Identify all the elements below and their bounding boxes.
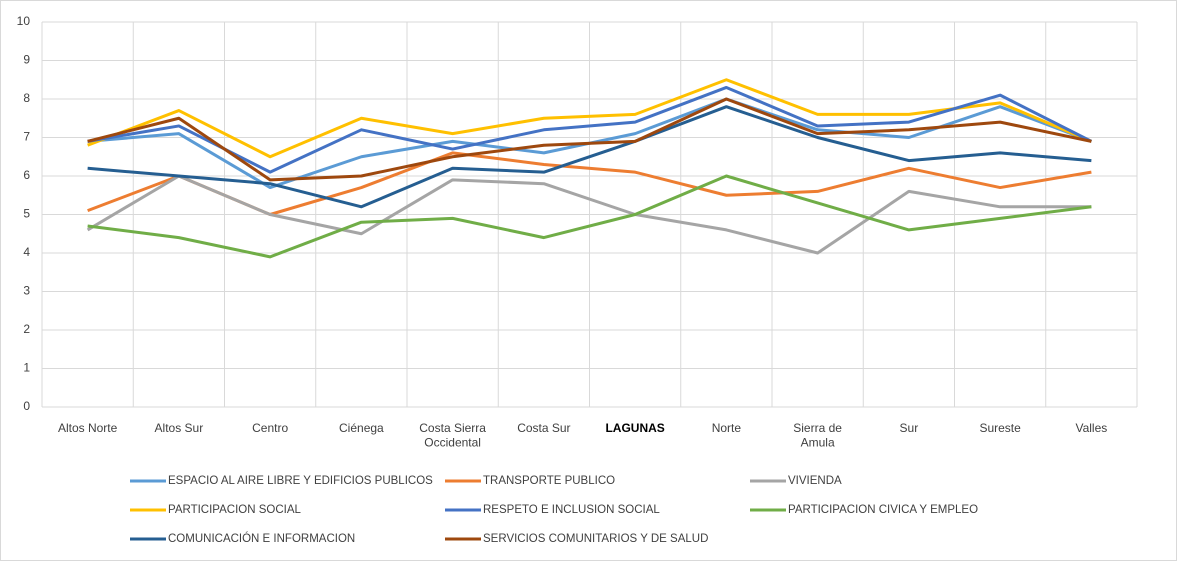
x-tick-label: Sierra de Amula (793, 421, 842, 449)
legend-label: COMUNICACIÓN E INFORMACION (168, 532, 355, 545)
y-tick-label: 1 (23, 361, 30, 375)
y-tick-label: 5 (23, 207, 30, 221)
series-line (87, 174, 1092, 259)
legend-label: RESPETO E INCLUSION SOCIAL (483, 504, 660, 516)
series-line (87, 105, 1092, 209)
x-tick-label: Valles (1075, 421, 1107, 435)
y-tick-label: 10 (17, 14, 31, 28)
y-tick-label: 9 (23, 53, 30, 67)
y-tick-label: 0 (23, 399, 30, 413)
x-tick-label: Sureste (979, 421, 1021, 435)
y-tick-label: 6 (23, 168, 30, 182)
x-tick-label: LAGUNAS (605, 421, 664, 435)
legend-label: TRANSPORTE PUBLICO (483, 475, 615, 487)
series-line (87, 78, 1092, 159)
series-line (87, 97, 1092, 182)
x-tick-label: Norte (712, 421, 742, 435)
legend-label: SERVICIOS COMUNITARIOS Y DE SALUD (483, 533, 708, 545)
y-tick-label: 2 (23, 322, 30, 336)
y-tick-label: 3 (23, 284, 30, 298)
y-tick-label: 8 (23, 91, 30, 105)
y-tick-label: 7 (23, 130, 30, 144)
legend-label: PARTICIPACION SOCIAL (168, 504, 302, 516)
x-tick-label: Sur (900, 421, 919, 435)
x-tick-label: Ciénega (339, 421, 384, 435)
legend-label: VIVIENDA (788, 475, 842, 487)
y-tick-label: 4 (23, 245, 30, 259)
legend-label: PARTICIPACION CIVICA Y EMPLEO (788, 504, 978, 516)
legend-label: ESPACIO AL AIRE LIBRE Y EDIFICIOS PUBLIC… (168, 475, 433, 487)
series-line (87, 85, 1093, 174)
x-tick-label: Costa Sierra Occidental (419, 421, 486, 449)
series-line (86, 174, 1092, 255)
x-tick-label: Costa Sur (517, 421, 570, 435)
x-tick-label: Centro (252, 421, 288, 435)
x-tick-label: Altos Sur (155, 421, 204, 435)
x-tick-label: Altos Norte (58, 421, 118, 435)
